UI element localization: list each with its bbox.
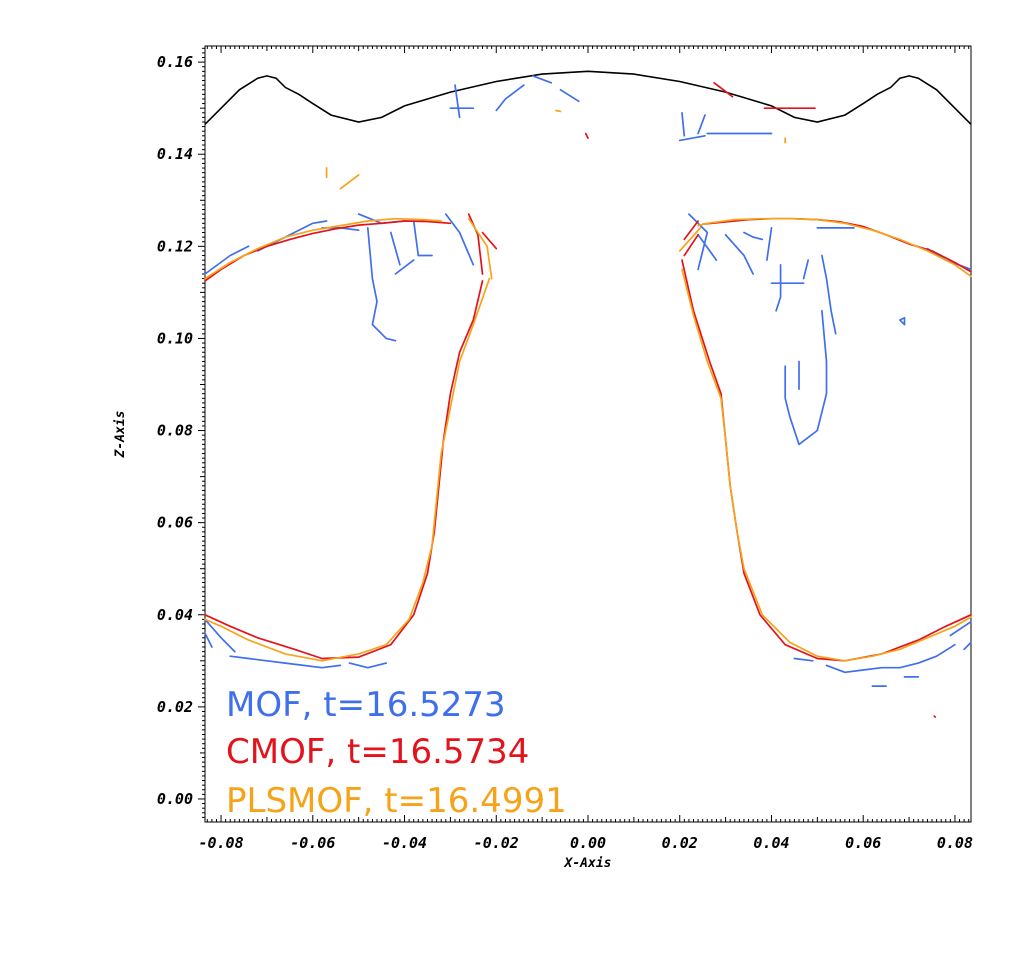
series-1-segment	[584, 132, 589, 139]
y-tick-label: 0.14	[157, 145, 193, 163]
y-tick-label: 0.00	[157, 790, 193, 808]
series-2-segment	[555, 109, 562, 113]
series-1-segment	[683, 220, 699, 241]
x-tick-label: 0.00	[570, 834, 606, 852]
series-0-segment	[204, 618, 236, 653]
y-tick-label: 0.12	[157, 237, 193, 255]
series-0-segment	[784, 309, 828, 446]
series-0-segment	[229, 655, 342, 669]
series-1-segment	[481, 231, 498, 250]
series-1-segment	[701, 217, 972, 273]
series-0-segment	[697, 114, 706, 135]
series-0-segment	[821, 254, 837, 335]
x-tick-label: 0.04	[753, 834, 789, 852]
y-tick-label: 0.06	[157, 514, 193, 532]
series-0-segment	[204, 245, 250, 275]
x-tick-label: -0.06	[290, 834, 335, 852]
series-0-segment	[775, 263, 782, 312]
series-2-segment	[204, 217, 443, 280]
series-0-segment	[688, 213, 709, 271]
series-0-segment	[899, 316, 906, 326]
series-0-segment	[963, 641, 972, 651]
series-0	[204, 75, 972, 687]
series-2-segment	[697, 217, 972, 278]
series-0-segment	[559, 88, 580, 103]
x-tick-label: -0.04	[382, 834, 427, 852]
series-0-segment	[802, 259, 810, 280]
legend-entry-plsmof: PLSMOF, t=16.4991	[226, 781, 567, 821]
series-0-segment	[454, 84, 461, 119]
series-0-segment	[766, 227, 773, 261]
x-tick-label: 0.02	[662, 834, 698, 852]
series-0-segment	[697, 233, 718, 261]
y-tick-labels: 0.00 0.02 0.04 0.06 0.08 0.10 0.12 0.14 0.16	[157, 53, 193, 808]
boundary-line	[204, 70, 972, 125]
x-tick-label: 0.06	[845, 834, 881, 852]
series-0-segment	[366, 227, 397, 342]
y-tick-label: 0.02	[157, 698, 193, 716]
series-0-segment	[825, 643, 956, 674]
series-0-segment	[743, 231, 764, 241]
series-1-segment	[683, 233, 699, 257]
series-0-segment	[681, 111, 686, 137]
series-0-segment	[348, 662, 388, 669]
series-1-segment	[467, 213, 484, 275]
y-axis-title: Z-Axis	[113, 411, 128, 459]
series-0-segment	[724, 233, 754, 275]
series-0-segment	[412, 220, 433, 257]
series-2-segment	[681, 268, 972, 662]
y-tick-label: 0.10	[157, 329, 193, 347]
y-tick-label: 0.16	[157, 53, 193, 71]
series-2-segment	[204, 277, 491, 662]
series-0-segment	[495, 84, 525, 112]
y-tick-label: 0.08	[157, 422, 193, 440]
y-tick-label: 0.04	[157, 606, 193, 624]
x-tick-label: -0.08	[198, 834, 243, 852]
legend-entry-mof: MOF, t=16.5273	[226, 685, 506, 725]
series-0-segment	[949, 620, 972, 637]
series-1-segment	[204, 220, 452, 282]
x-axis-title: X-Axis	[564, 856, 612, 871]
x-tick-label: 0.08	[937, 834, 973, 852]
boundary-curve	[204, 70, 972, 125]
series-1-segment	[681, 259, 972, 662]
series-2	[204, 109, 972, 662]
series-1	[204, 81, 972, 718]
series-0-segment	[389, 231, 401, 266]
series-0-segment	[204, 632, 213, 648]
series-1-segment	[204, 280, 484, 660]
x-tick-label: -0.02	[474, 834, 519, 852]
series-1-segment	[713, 81, 734, 98]
series-0-segment	[532, 75, 553, 84]
x-tick-labels: -0.08 -0.06 -0.04 -0.02 0.00 0.02 0.04 0.06 0.08	[198, 834, 973, 852]
series-0-segment	[394, 259, 415, 275]
series-2-segment	[678, 227, 702, 252]
series-0-segment	[793, 657, 814, 662]
series-2-segment	[467, 217, 493, 280]
series-group	[204, 75, 972, 718]
series-1-segment	[933, 715, 937, 718]
axis-ticks	[198, 46, 970, 822]
series-2-segment	[339, 174, 360, 190]
legend: MOF, t=16.5273 CMOF, t=16.5734 PLSMOF, t…	[226, 685, 567, 821]
series-0-segment	[678, 134, 706, 142]
series-0-segment	[444, 213, 475, 266]
legend-entry-cmof: CMOF, t=16.5734	[226, 732, 529, 772]
